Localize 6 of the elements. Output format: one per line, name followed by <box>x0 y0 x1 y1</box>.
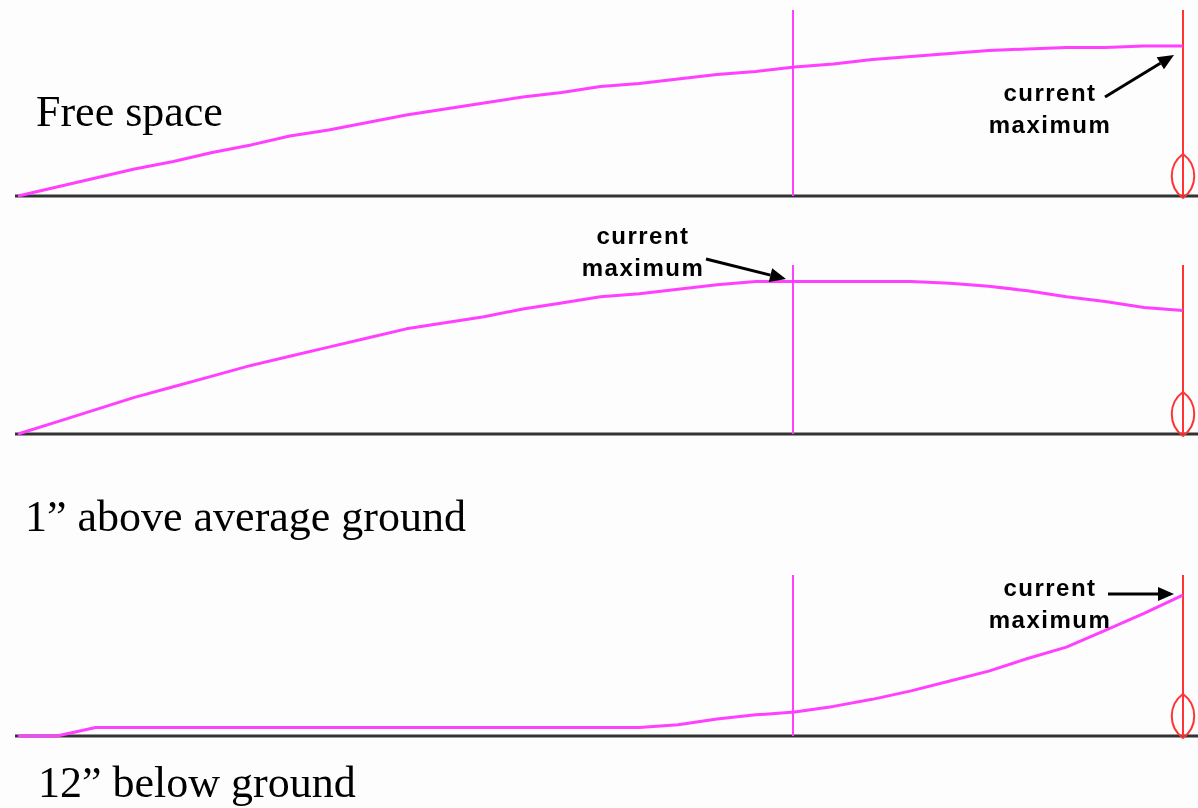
annotation: current maximum <box>987 78 1113 140</box>
text: 1” above average ground <box>25 492 467 541</box>
annotation: current maximum <box>987 573 1113 635</box>
text: Free space <box>36 87 223 136</box>
text: 12” below ground <box>38 758 356 807</box>
text: current maximum <box>580 221 706 283</box>
